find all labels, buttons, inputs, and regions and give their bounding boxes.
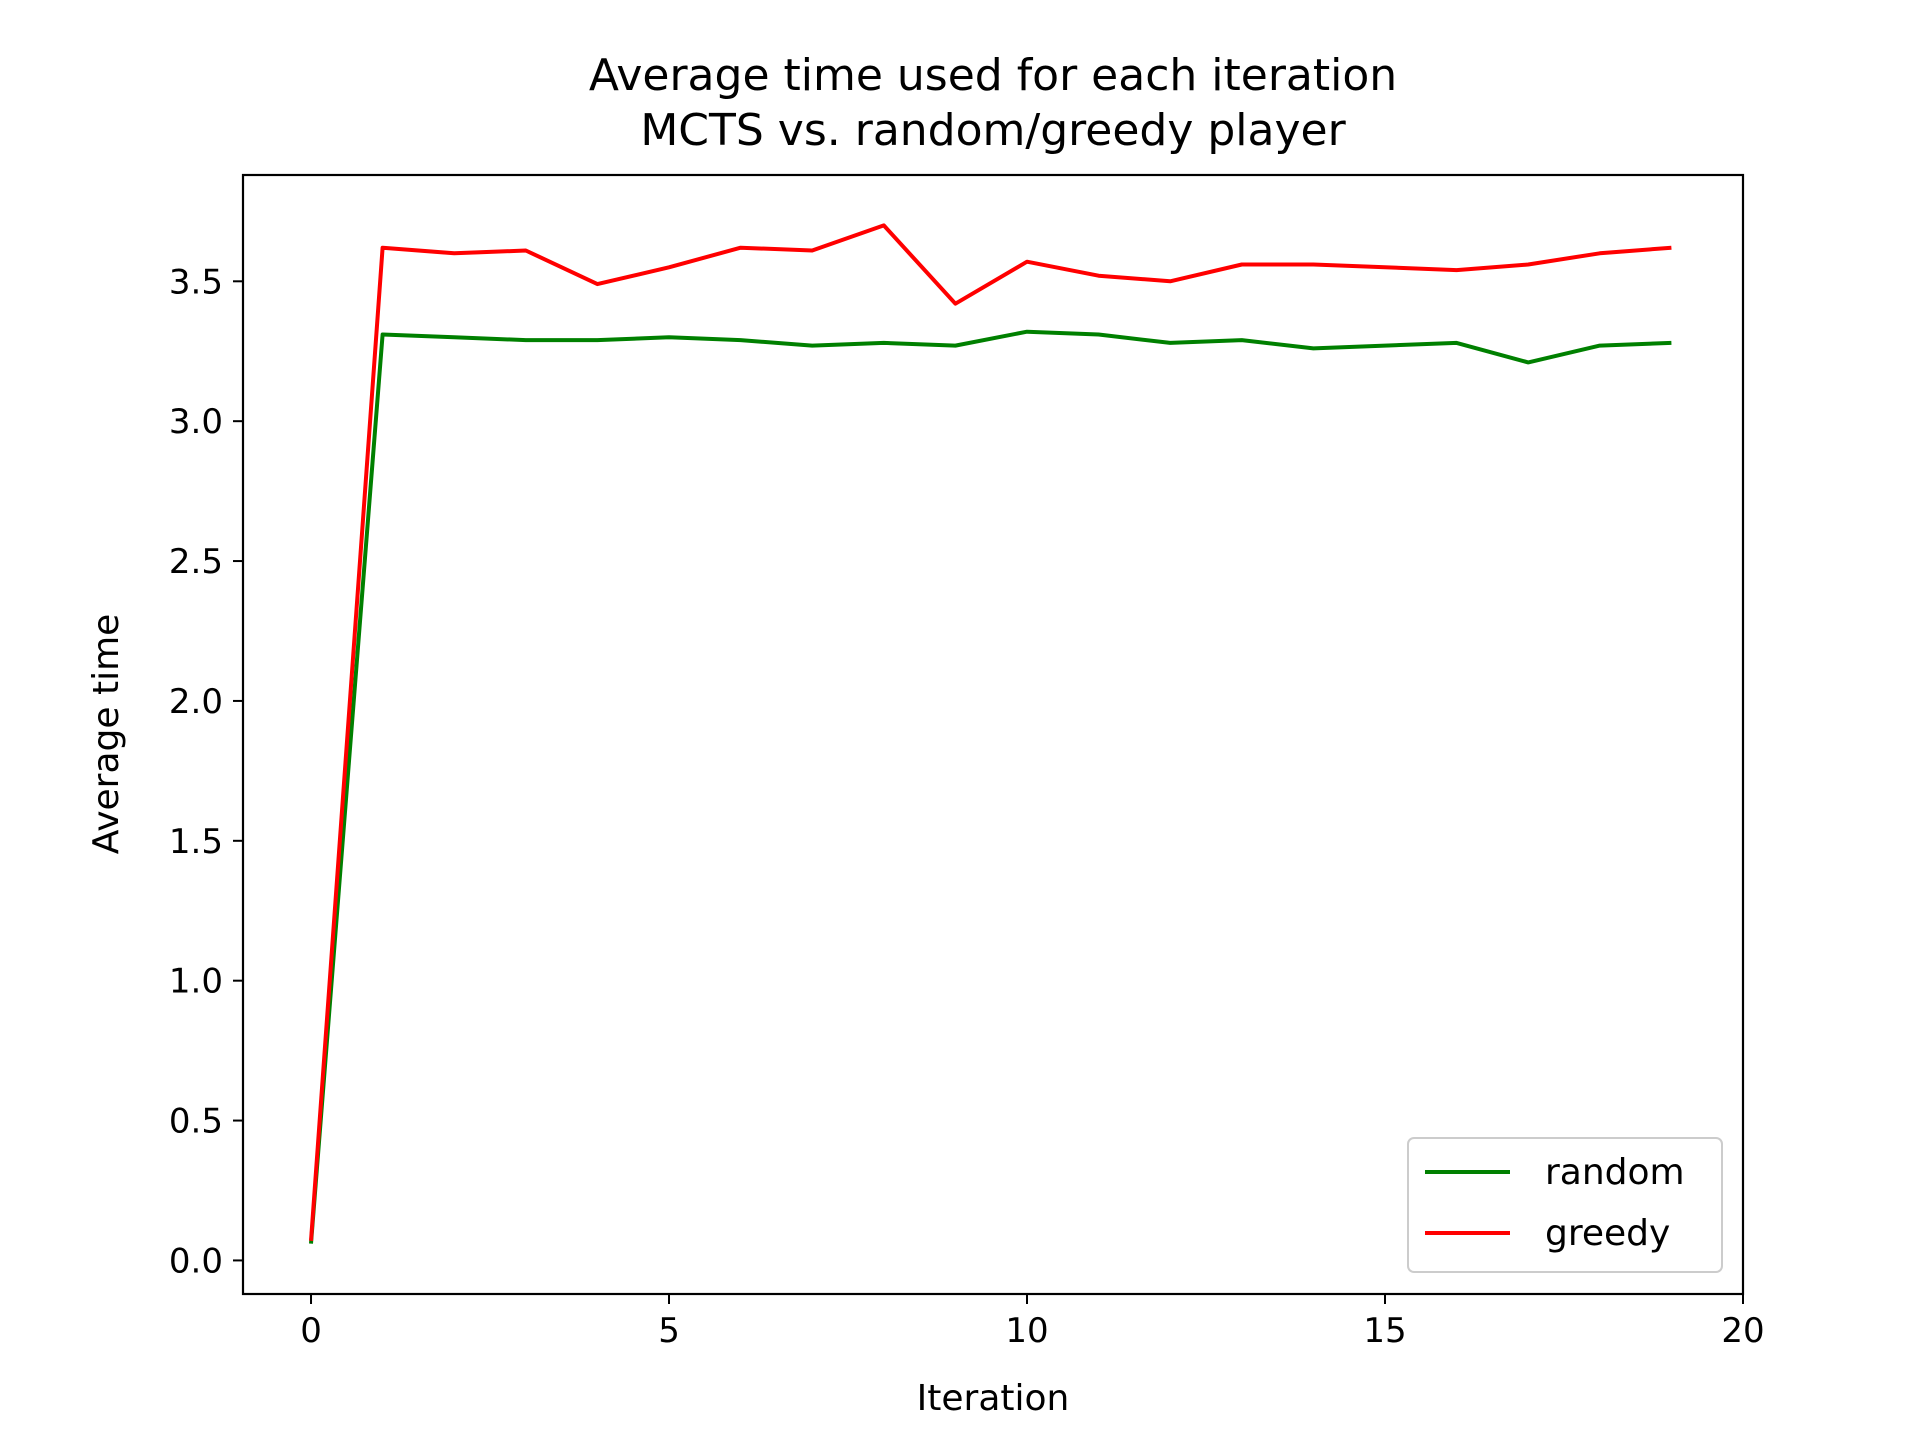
- chart-title: Average time used for each iteration: [589, 50, 1397, 101]
- plot-area-frame: [241, 173, 1745, 1296]
- y-tick-label: 0.0: [169, 1241, 223, 1281]
- y-tick-label: 3.5: [169, 262, 223, 302]
- x-tick-label: 5: [658, 1311, 680, 1351]
- legend-label-greedy: greedy: [1545, 1213, 1670, 1254]
- legend-label-random: random: [1545, 1152, 1685, 1193]
- x-axis-ticks: 0 5 10 15 20: [300, 1294, 1765, 1351]
- y-tick-label: 3.0: [169, 402, 223, 442]
- y-tick-label: 0.5: [169, 1102, 223, 1142]
- x-tick-label: 0: [300, 1311, 322, 1351]
- y-tick-label: 1.5: [169, 822, 223, 862]
- series-lines: [309, 223, 1672, 1244]
- chart-subtitle: MCTS vs. random/greedy player: [640, 105, 1346, 156]
- x-tick-label: 20: [1721, 1311, 1764, 1351]
- x-tick-label: 10: [1005, 1311, 1048, 1351]
- y-tick-label: 1.0: [169, 962, 223, 1002]
- y-axis-ticks: 0.0 0.5 1.0 1.5 2.0 2.5 3.0 3.5: [169, 262, 243, 1281]
- legend: random greedy: [1407, 1137, 1723, 1273]
- series-line-random: [309, 329, 1672, 1244]
- y-tick-label: 2.5: [169, 542, 223, 582]
- y-axis-label: Average time: [86, 614, 127, 855]
- x-axis-label: Iteration: [917, 1378, 1070, 1419]
- y-tick-label: 2.0: [169, 682, 223, 722]
- x-tick-label: 15: [1363, 1311, 1406, 1351]
- series-line-greedy: [309, 223, 1672, 1241]
